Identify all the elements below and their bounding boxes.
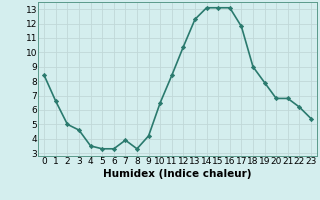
X-axis label: Humidex (Indice chaleur): Humidex (Indice chaleur) [103,169,252,179]
